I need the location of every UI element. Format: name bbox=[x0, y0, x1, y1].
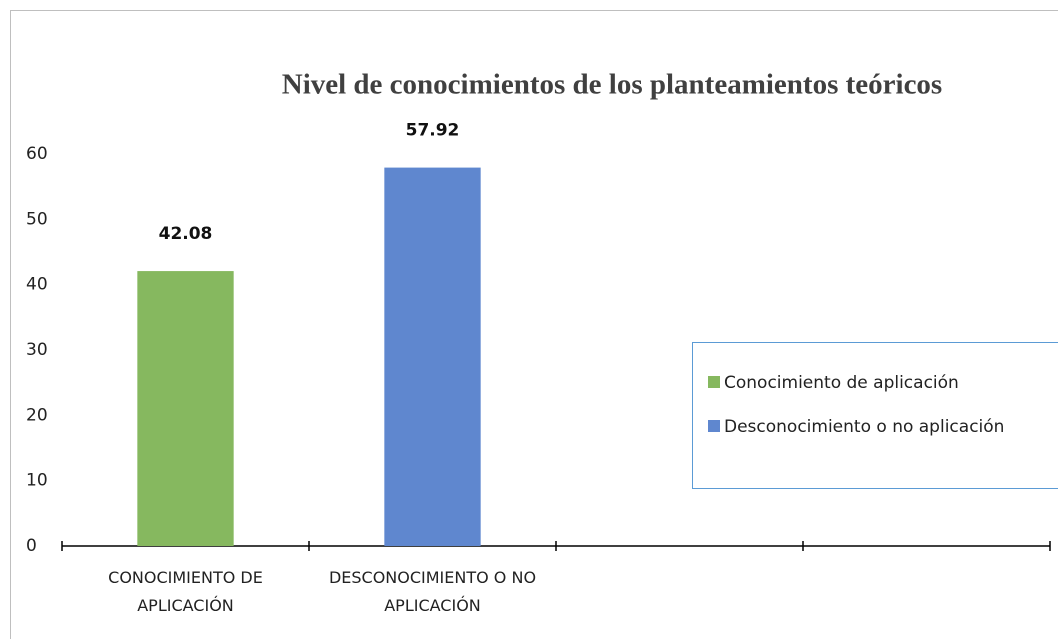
y-tick-label: 40 bbox=[26, 275, 48, 295]
chart-title: Nivel de conocimientos de los planteamie… bbox=[282, 69, 942, 101]
legend-box bbox=[692, 342, 1058, 489]
value-label: 42.08 bbox=[159, 224, 213, 244]
bar bbox=[384, 167, 481, 546]
y-tick-label: 60 bbox=[26, 144, 48, 164]
y-tick-label: 20 bbox=[26, 405, 48, 425]
y-tick-label: 30 bbox=[26, 340, 48, 360]
legend-swatch bbox=[708, 376, 720, 388]
legend-swatch bbox=[708, 420, 720, 432]
chart-border bbox=[10, 10, 1058, 639]
bar bbox=[137, 271, 234, 546]
x-tick-label: DESCONOCIMIENTO O NO APLICACIÓN bbox=[328, 568, 537, 615]
legend-label: Conocimiento de aplicación bbox=[724, 373, 959, 393]
x-tick-label: CONOCIMIENTO DE APLICACIÓN bbox=[108, 568, 263, 615]
y-tick-label: 50 bbox=[26, 209, 48, 229]
y-tick-label: 10 bbox=[26, 471, 48, 491]
y-tick-label: 0 bbox=[26, 536, 37, 556]
value-label: 57.92 bbox=[406, 121, 460, 141]
legend-label: Desconocimiento o no aplicación bbox=[724, 417, 1004, 437]
